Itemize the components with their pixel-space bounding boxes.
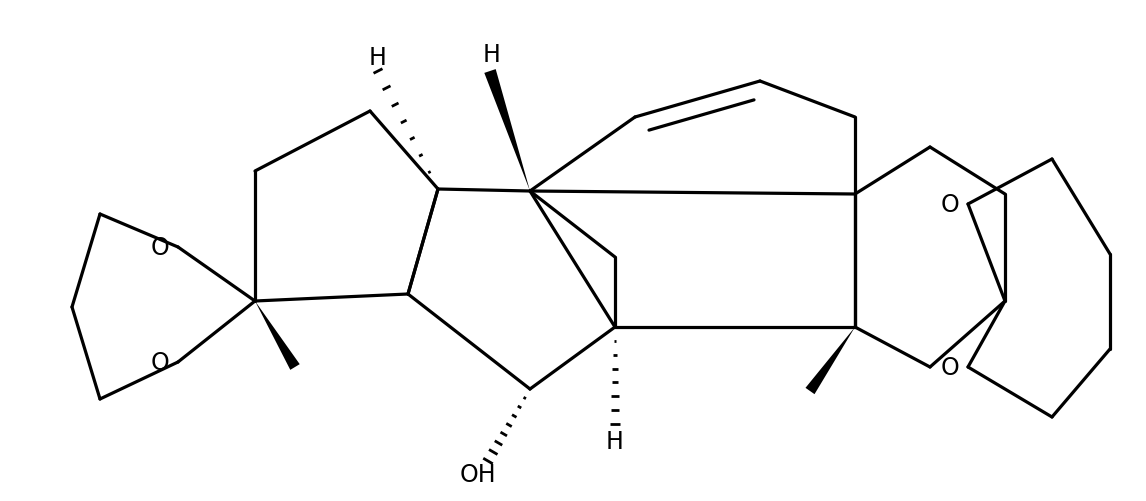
Text: O: O — [150, 235, 170, 260]
Polygon shape — [806, 327, 855, 394]
Text: OH: OH — [460, 462, 496, 486]
Text: O: O — [150, 350, 170, 374]
Text: H: H — [606, 429, 623, 453]
Polygon shape — [256, 302, 300, 370]
Text: O: O — [941, 192, 959, 216]
Text: H: H — [369, 46, 387, 70]
Polygon shape — [485, 70, 529, 191]
Text: H: H — [484, 43, 501, 67]
Text: O: O — [941, 355, 959, 379]
